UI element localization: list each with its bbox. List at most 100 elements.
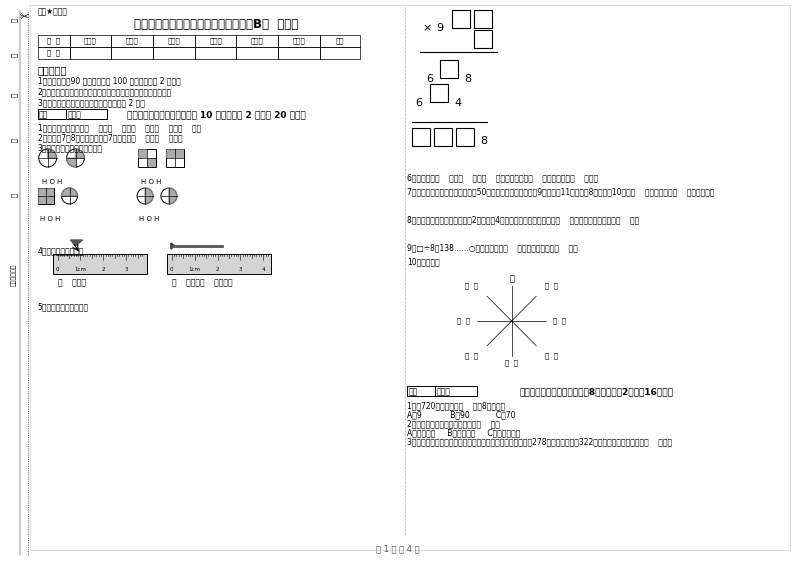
Bar: [166, 149, 184, 167]
Bar: [38, 196, 46, 204]
Text: 3: 3: [125, 267, 128, 272]
Text: 级: 级: [10, 93, 18, 97]
Bar: [407, 386, 435, 396]
Text: 8: 8: [480, 136, 487, 146]
Text: 得分: 得分: [38, 110, 48, 119]
Text: 二、反复比较，慎重选择（共8小题，每题2分，共16分）。: 二、反复比较，慎重选择（共8小题，每题2分，共16分）。: [519, 387, 673, 396]
Text: 上海教育版三年级数学下学期月考试卷B卷  附解析: 上海教育版三年级数学下学期月考试卷B卷 附解析: [134, 18, 298, 31]
Text: 0: 0: [56, 267, 59, 272]
Polygon shape: [171, 243, 175, 249]
Text: （  ）: （ ）: [458, 318, 470, 324]
Text: 微课★自用图: 微课★自用图: [38, 7, 68, 16]
Text: 题  号: 题 号: [47, 38, 60, 44]
Text: 2: 2: [216, 267, 219, 272]
Bar: [474, 30, 492, 48]
Text: H O H: H O H: [42, 179, 62, 185]
Text: 2．时针在7和8之间，分针指向7，这时是（    ）时（    ）分。: 2．时针在7和8之间，分针指向7，这时是（ ）时（ ）分。: [38, 133, 182, 142]
Text: 8: 8: [464, 74, 471, 84]
Bar: [430, 84, 448, 102]
Bar: [38, 47, 70, 59]
Bar: [167, 254, 271, 274]
Text: 区: 区: [10, 193, 18, 197]
Text: 装（粘贴）订: 装（粘贴）订: [11, 264, 17, 286]
Text: 1．考试时间：90 分钟，满分为 100 分（含卷面分 2 分）。: 1．考试时间：90 分钟，满分为 100 分（含卷面分 2 分）。: [38, 76, 181, 85]
Text: 2: 2: [102, 267, 105, 272]
Bar: [474, 10, 492, 28]
Text: 判断题: 判断题: [167, 38, 180, 44]
Text: （  ）: （ ）: [505, 360, 518, 366]
Text: H O H: H O H: [139, 216, 159, 222]
Text: 北: 北: [509, 275, 514, 284]
Text: A、开关抽屉     B、打开瓶盖     C、转动的风车: A、开关抽屉 B、打开瓶盖 C、转动的风车: [407, 428, 521, 437]
Bar: [320, 35, 360, 47]
Text: ✂: ✂: [19, 12, 29, 22]
Polygon shape: [48, 149, 57, 158]
Bar: [456, 128, 474, 146]
Text: 得分: 得分: [408, 387, 418, 396]
Bar: [53, 254, 147, 274]
Bar: [194, 47, 237, 59]
Text: （  ）: （ ）: [466, 353, 478, 359]
Text: 6．你出生于（    ）年（    ）月（    ）日，那一年是（    ）年，全年有（    ）天。: 6．你出生于（ ）年（ ）月（ ）日，那一年是（ ）年，全年有（ ）天。: [407, 173, 598, 182]
Text: 评卷人: 评卷人: [67, 110, 82, 119]
Text: 评卷人: 评卷人: [437, 387, 451, 396]
Polygon shape: [70, 240, 82, 246]
Text: 2．下面现象中属于平移现象的是（    ）。: 2．下面现象中属于平移现象的是（ ）。: [407, 419, 500, 428]
Text: 一、用心思考，正确填空（共 10 小题，每题 2 分，共 20 分）。: 一、用心思考，正确填空（共 10 小题，每题 2 分，共 20 分）。: [127, 110, 306, 119]
Text: 计算题: 计算题: [210, 38, 222, 44]
Text: 选择题: 选择题: [126, 38, 138, 44]
Bar: [278, 47, 320, 59]
Text: 4: 4: [262, 267, 265, 272]
Text: 9．□÷8＝138……○，余数最大填（    ），这时被除数是（    ）。: 9．□÷8＝138……○，余数最大填（ ），这时被除数是（ ）。: [407, 243, 578, 252]
Bar: [237, 47, 278, 59]
Text: 8．劳动课上做纸花，红红做了2朵纸花，4朵蓝花，红花占纸花总数的（    ），蓝花占纸花总数的（    ）。: 8．劳动课上做纸花，红红做了2朵纸花，4朵蓝花，红花占纸花总数的（ ），蓝花占纸…: [407, 215, 639, 224]
Polygon shape: [169, 188, 177, 204]
Bar: [434, 128, 452, 146]
Text: 3．看图写分数，并比较大小。: 3．看图写分数，并比较大小。: [38, 143, 102, 152]
Text: 6: 6: [426, 74, 433, 84]
Text: （  ）: （ ）: [466, 282, 478, 289]
Text: 2．请首先按要求在试卷的指定位置填写您的姓名、班级、学号。: 2．请首先按要求在试卷的指定位置填写您的姓名、班级、学号。: [38, 87, 172, 96]
Bar: [38, 188, 46, 196]
Text: 4．量出钉子的长度。: 4．量出钉子的长度。: [38, 246, 84, 255]
Text: 考试须知：: 考试须知：: [38, 65, 67, 75]
Text: 得  分: 得 分: [47, 50, 60, 57]
Text: 6: 6: [415, 98, 422, 108]
Bar: [38, 188, 54, 204]
Text: （  ）: （ ）: [553, 318, 566, 324]
Text: 3．不要在试卷上乱写乱画，卷面不整洁扣 2 分。: 3．不要在试卷上乱写乱画，卷面不整洁扣 2 分。: [38, 98, 145, 107]
Text: 1．常用的长度单位有（    ）、（    ）、（    ）、（    ）、（    ）。: 1．常用的长度单位有（ ）、（ ）、（ ）、（ ）、（ ）。: [38, 123, 201, 132]
Bar: [153, 47, 194, 59]
Text: （    ）毫米: （ ）毫米: [58, 278, 86, 287]
Bar: [66, 109, 107, 119]
Text: 名: 名: [10, 53, 18, 57]
Bar: [153, 35, 194, 47]
Text: （    ）厘米（    ）毫米。: （ ）厘米（ ）毫米。: [172, 278, 233, 287]
Bar: [175, 149, 184, 158]
Text: 应用题: 应用题: [293, 38, 306, 44]
Bar: [435, 386, 477, 396]
Bar: [194, 35, 237, 47]
Bar: [237, 35, 278, 47]
Text: 3．广州新电视塔是广州市目前最高的建筑，它比中信大厦高278米，中信大厦高322米，那么广州新电视塔高（    ）米。: 3．广州新电视塔是广州市目前最高的建筑，它比中信大厦高278米，中信大厦高322…: [407, 437, 673, 446]
Bar: [452, 10, 470, 28]
Text: 1cm: 1cm: [74, 267, 86, 272]
Text: 10．填一填。: 10．填一填。: [407, 257, 440, 266]
Text: 1cm: 1cm: [189, 267, 201, 272]
Bar: [147, 158, 156, 167]
Text: 4: 4: [454, 98, 461, 108]
Text: 号: 号: [10, 18, 18, 22]
Text: （  ）: （ ）: [545, 353, 558, 359]
Text: 9: 9: [436, 23, 443, 33]
Text: H O H: H O H: [40, 216, 60, 222]
Text: 填空题: 填空题: [84, 38, 97, 44]
Text: 校: 校: [10, 138, 18, 142]
Bar: [38, 109, 66, 119]
Bar: [70, 47, 111, 59]
Bar: [412, 128, 430, 146]
Text: 综合题: 综合题: [251, 38, 264, 44]
Polygon shape: [66, 158, 75, 167]
Bar: [70, 35, 111, 47]
Bar: [111, 35, 153, 47]
Bar: [46, 196, 54, 204]
